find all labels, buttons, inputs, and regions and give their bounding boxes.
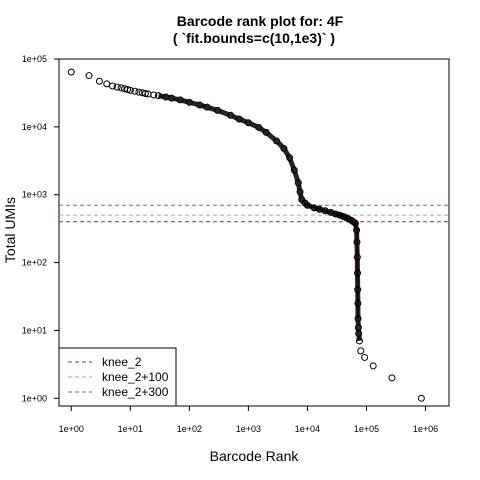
y-tick-label: 1e+03 (22, 190, 47, 200)
data-point (131, 87, 139, 95)
legend-label: knee_2+100 (102, 370, 169, 384)
data-point (361, 353, 369, 361)
x-tick-label: 1e+06 (413, 424, 438, 434)
data-point (135, 88, 143, 96)
x-tick-label: 1e+03 (236, 424, 261, 434)
data-point (369, 362, 377, 370)
chart-title: Barcode rank plot for: 4F (177, 13, 344, 29)
x-tick-label: 1e+04 (295, 424, 320, 434)
plot-frame (58, 58, 450, 407)
x-tick-label: 1e+02 (177, 424, 202, 434)
barcode-points (67, 68, 425, 402)
data-point (357, 347, 365, 355)
x-tick-label: 1e+05 (354, 424, 379, 434)
data-point (417, 394, 425, 402)
y-tick-label: 1e+02 (22, 258, 47, 268)
data-point (95, 77, 103, 85)
data-point (126, 86, 134, 94)
y-tick-label: 1e+01 (22, 325, 47, 335)
y-tick-label: 1e+05 (22, 54, 47, 64)
knee-lines (59, 204, 449, 223)
y-tick-label: 1e+04 (22, 122, 47, 132)
data-point (117, 84, 125, 92)
data-point (150, 91, 158, 99)
chart-subtitle: ( `fit.bounds=c(10,1e3)` ) (173, 30, 335, 46)
data-point (85, 72, 93, 80)
x-axis: 1e+00 1e+01 1e+02 1e+03 1e+04 1e+05 1e+06 (59, 406, 438, 434)
data-point (67, 68, 75, 76)
y-axis: 1e+00 1e+01 1e+02 1e+03 1e+04 1e+05 (22, 54, 59, 403)
y-tick-label: 1e+00 (22, 393, 47, 403)
legend-label: knee_2+300 (102, 385, 169, 399)
data-point (388, 374, 396, 382)
data-point (113, 83, 121, 91)
data-point (141, 90, 149, 98)
data-point (109, 82, 117, 90)
x-axis-title: Barcode Rank (210, 448, 300, 464)
y-axis-title: Total UMIs (2, 197, 18, 263)
x-tick-label: 1e+01 (118, 424, 143, 434)
x-tick-label: 1e+00 (59, 424, 84, 434)
legend-label: knee_2 (102, 355, 142, 369)
data-point (103, 80, 111, 88)
dense-points-band (158, 93, 362, 342)
